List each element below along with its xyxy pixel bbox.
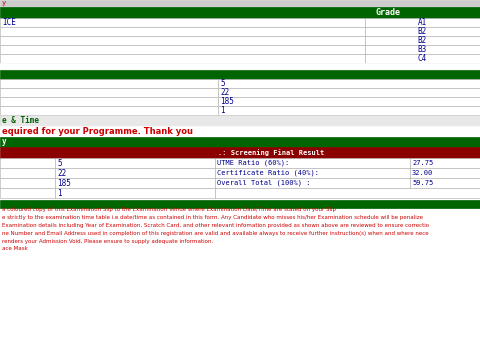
Text: 59.75: 59.75: [412, 180, 433, 186]
Text: Certificate Ratio (40%):: Certificate Ratio (40%):: [217, 170, 319, 176]
Text: 22: 22: [57, 168, 66, 177]
Bar: [215, 147, 480, 158]
Text: 27.75: 27.75: [412, 160, 433, 166]
Text: Grade: Grade: [375, 8, 400, 17]
Bar: [0, 18, 365, 27]
Bar: [0, 54, 365, 63]
Text: e strictly to the examination time table i.e date/time as contained in this form: e strictly to the examination time table…: [2, 215, 423, 220]
Text: equired for your Programme. Thank you: equired for your Programme. Thank you: [2, 127, 193, 136]
Text: 22: 22: [220, 88, 229, 97]
Bar: [55, 188, 215, 198]
Bar: [0, 137, 480, 147]
Bar: [0, 178, 55, 188]
Text: Overall Total (100%) :: Overall Total (100%) :: [217, 180, 311, 186]
Bar: [365, 36, 480, 45]
Bar: [0, 106, 218, 115]
Bar: [0, 0, 480, 7]
Text: ace Mask: ace Mask: [2, 247, 28, 252]
Bar: [0, 79, 218, 88]
Text: 5: 5: [220, 79, 225, 88]
Bar: [0, 168, 55, 178]
Bar: [0, 126, 480, 137]
Text: UTME Ratio (60%):: UTME Ratio (60%):: [217, 160, 289, 166]
Bar: [0, 115, 480, 126]
Text: B2: B2: [418, 36, 427, 45]
Bar: [0, 147, 215, 158]
Bar: [0, 188, 55, 198]
Text: B3: B3: [418, 45, 427, 54]
Text: renders your Admission Void, Please ensure to supply adequate information.: renders your Admission Void, Please ensu…: [2, 238, 213, 243]
Bar: [365, 54, 480, 63]
Text: 185: 185: [57, 179, 71, 188]
Text: a coloured copy of this Examination Slip to the Examination Venue where Examinat: a coloured copy of this Examination Slip…: [2, 207, 336, 211]
Bar: [218, 97, 480, 106]
Text: 1: 1: [57, 189, 61, 198]
Bar: [215, 158, 410, 168]
Bar: [0, 97, 218, 106]
Text: B2: B2: [418, 27, 427, 36]
Text: 185: 185: [220, 97, 234, 106]
Text: y: y: [2, 0, 6, 6]
Bar: [0, 200, 480, 208]
Text: y: y: [2, 138, 7, 147]
Bar: [410, 178, 480, 188]
Bar: [365, 27, 480, 36]
Bar: [218, 79, 480, 88]
Bar: [55, 178, 215, 188]
Text: Examination details including Year of Examination, Scratch Card, and other relev: Examination details including Year of Ex…: [2, 222, 429, 228]
Bar: [215, 178, 410, 188]
Bar: [55, 168, 215, 178]
Bar: [0, 36, 365, 45]
Text: ICE: ICE: [2, 18, 16, 27]
Bar: [365, 45, 480, 54]
Text: 1: 1: [220, 106, 225, 115]
Text: C4: C4: [418, 54, 427, 63]
Bar: [0, 27, 365, 36]
Text: e & Time: e & Time: [2, 116, 39, 125]
Bar: [55, 158, 215, 168]
Bar: [215, 168, 410, 178]
Bar: [0, 70, 480, 79]
Text: .: Screening Final Result: .: Screening Final Result: [218, 149, 324, 156]
Bar: [365, 18, 480, 27]
Text: A1: A1: [418, 18, 427, 27]
Bar: [0, 45, 365, 54]
Text: 5: 5: [57, 158, 61, 167]
Bar: [0, 63, 480, 70]
Bar: [218, 106, 480, 115]
Bar: [0, 7, 480, 18]
Bar: [0, 88, 218, 97]
Bar: [410, 168, 480, 178]
Text: 32.00: 32.00: [412, 170, 433, 176]
Bar: [0, 158, 55, 168]
Bar: [215, 188, 480, 198]
Text: ne Number and Email Address used in completion of this registration are valid an: ne Number and Email Address used in comp…: [2, 230, 429, 235]
Bar: [410, 158, 480, 168]
Bar: [218, 88, 480, 97]
